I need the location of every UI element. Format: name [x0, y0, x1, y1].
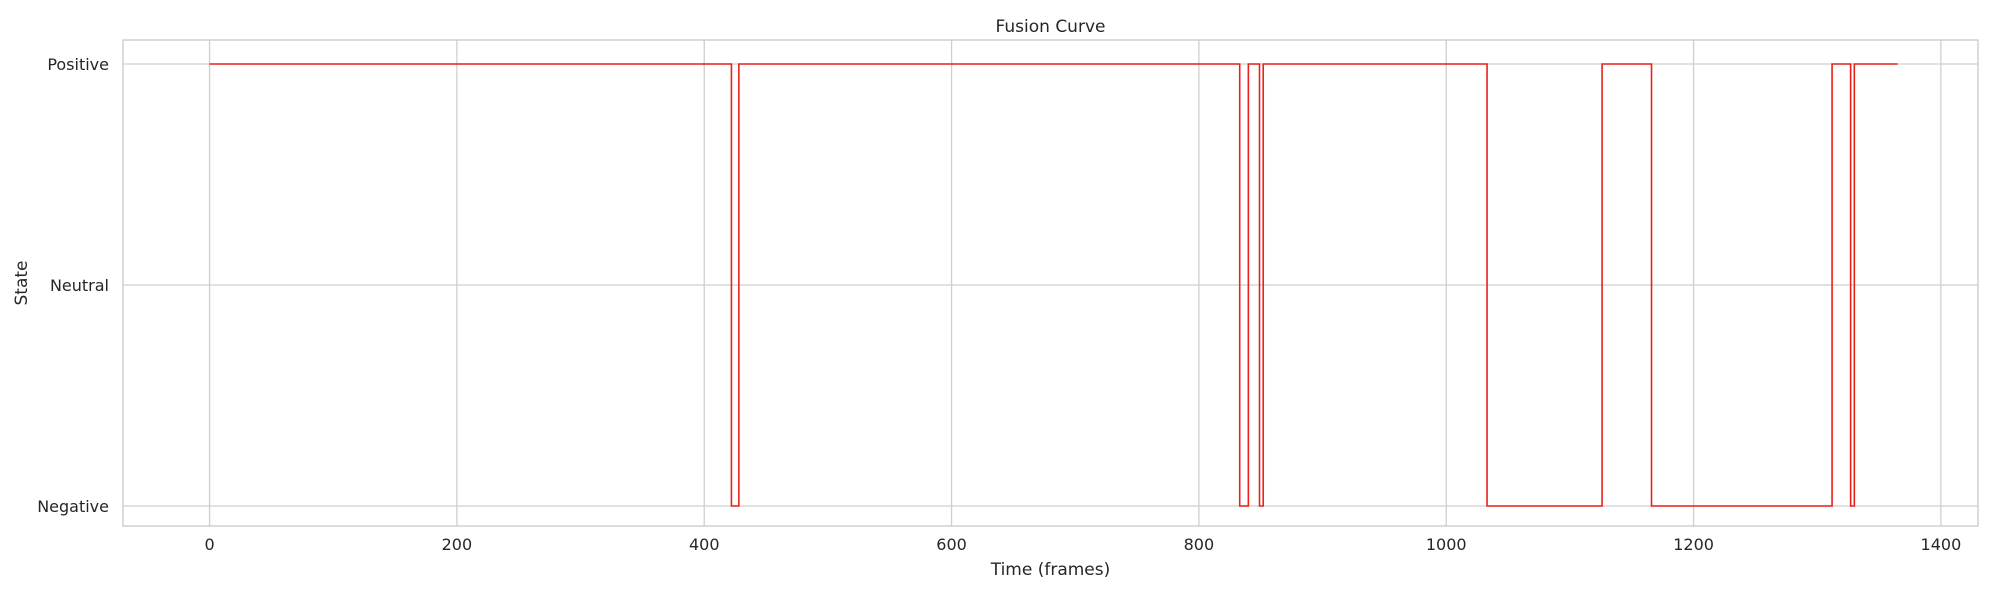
x-tick-label: 200 [442, 535, 473, 554]
x-tick-labels: 0 200 400 600 800 1000 1200 1400 [204, 535, 1961, 554]
y-tick-label: Negative [37, 497, 109, 516]
x-tick-label: 800 [1184, 535, 1215, 554]
y-tick-label: Neutral [50, 276, 109, 295]
x-axis-label: Time (frames) [990, 560, 1111, 580]
x-tick-label: 1200 [1673, 535, 1714, 554]
x-tick-label: 1000 [1426, 535, 1467, 554]
x-tick-label: 1400 [1921, 535, 1962, 554]
x-tick-label: 600 [936, 535, 967, 554]
x-tick-label: 0 [204, 535, 214, 554]
y-axis-label: State [12, 261, 32, 306]
series-layer [209, 63, 1898, 507]
series-line [209, 63, 1898, 507]
chart-title: Fusion Curve [996, 17, 1106, 37]
plot-frame [122, 39, 1979, 527]
y-tick-labels: Negative Neutral Positive [37, 55, 109, 516]
y-tick-label: Positive [47, 55, 109, 74]
x-tick-label: 400 [689, 535, 720, 554]
